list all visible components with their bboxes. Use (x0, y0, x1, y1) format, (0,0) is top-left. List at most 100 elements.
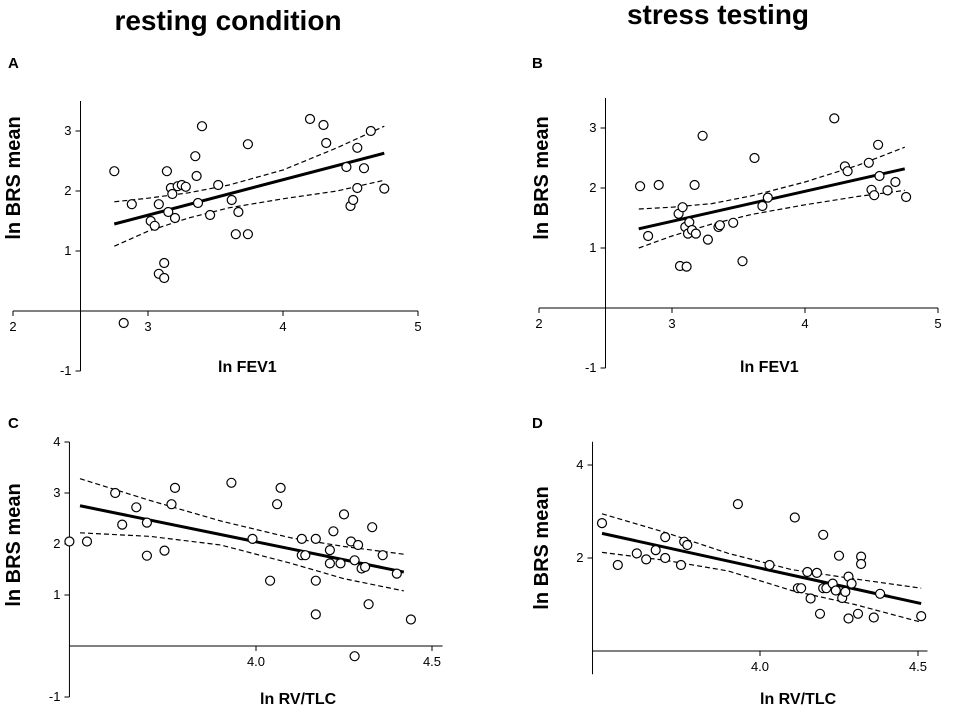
ci-lower-line (114, 179, 385, 247)
ci-lower-line (638, 189, 905, 249)
x-axis-label: ln FEV1 (218, 359, 277, 376)
data-point (169, 482, 181, 493)
panel-a: Aln BRS mean ln FEV1 -1 1 2 3 2 3 4 5 (3, 55, 422, 378)
data-point (405, 614, 416, 625)
y-tick-label: 3 (589, 120, 596, 135)
data-point (338, 509, 350, 520)
regression-line (601, 531, 922, 606)
data-point (226, 477, 237, 488)
panel-d: Dln BRS mean ln RV/TLC 2 4 4.0 4.5 (531, 415, 928, 708)
x-tick-label: 2 (9, 319, 16, 334)
data-point (802, 566, 813, 578)
ci-upper-line (601, 513, 922, 589)
y-tick-label: 1 (589, 240, 596, 255)
y-tick-label: 2 (64, 183, 71, 198)
panel-letter: B (532, 55, 543, 72)
data-point (868, 612, 879, 623)
data-point (169, 212, 181, 224)
ci-lower-line (601, 551, 922, 623)
data-point (233, 206, 244, 218)
data-point (882, 185, 893, 196)
data-point (650, 544, 661, 556)
data-point (167, 188, 178, 200)
data-point (349, 651, 360, 662)
data-point (310, 575, 321, 586)
data-point (869, 190, 880, 201)
data-point (321, 137, 332, 149)
y-axis-label: ln BRS mean (531, 116, 553, 239)
data-point (916, 610, 927, 622)
data-point (697, 130, 708, 141)
x-tick-label: 3 (144, 319, 151, 334)
data-point (749, 152, 760, 164)
data-point (365, 125, 376, 137)
panel-letter: D (532, 415, 543, 432)
ci-upper-line (638, 146, 906, 210)
data-point (642, 230, 654, 242)
y-tick-label: 4 (53, 434, 60, 449)
y-tick-label: 2 (589, 180, 596, 195)
x-tick-label: 4.5 (423, 654, 441, 669)
data-point (714, 220, 726, 231)
data-point (300, 550, 311, 561)
y-tick-label: 4 (576, 457, 583, 472)
data-point (805, 593, 816, 604)
data-point (690, 228, 702, 239)
data-point (379, 183, 390, 194)
data-point (367, 522, 378, 533)
data-point (159, 257, 170, 269)
x-tick-label: 5 (414, 319, 421, 334)
panel-b: Bln BRS mean ln FEV1 -1 1 2 3 2 3 4 5 (531, 55, 942, 376)
data-point (360, 561, 371, 573)
data-point (192, 197, 204, 209)
y-tick-label: 3 (64, 123, 71, 138)
title-resting-condition: resting condition (114, 5, 341, 36)
data-point (842, 166, 853, 177)
data-point (272, 499, 283, 510)
data-point (612, 559, 623, 571)
y-axis-label: ln BRS mean (3, 116, 25, 239)
data-point (728, 217, 739, 228)
x-tick-label: 5 (934, 316, 941, 331)
data-point (840, 586, 851, 598)
x-tick-label: 4.5 (909, 659, 927, 674)
data-point (795, 583, 807, 594)
data-point (247, 533, 258, 545)
y-tick-label: 1 (64, 243, 71, 258)
data-point (874, 170, 885, 182)
data-point (318, 119, 329, 131)
data-point (328, 526, 339, 537)
data-point (163, 206, 174, 218)
data-point (732, 499, 744, 510)
data-point (814, 608, 826, 619)
y-tick-label: 2 (53, 536, 60, 551)
y-tick-label: 2 (576, 550, 583, 565)
data-point (352, 182, 363, 194)
panel-c: Cln BRS mean ln RV/TLC -1 1 2 3 4 4.0 4.5 (3, 415, 443, 708)
y-tick-label: 3 (53, 485, 60, 500)
data-point (818, 529, 829, 540)
x-tick-label: 2 (535, 316, 542, 331)
data-point (310, 533, 321, 545)
data-point (681, 261, 692, 272)
data-point (872, 139, 884, 150)
x-tick-label: 3 (668, 316, 675, 331)
data-point (682, 539, 693, 551)
data-point (141, 517, 152, 528)
data-point (161, 166, 172, 177)
data-point (677, 202, 688, 213)
data-point (641, 554, 652, 565)
data-point (874, 588, 886, 599)
x-axis-label: ln RV/TLC (760, 691, 837, 708)
data-point (353, 539, 364, 551)
data-point (324, 558, 335, 569)
data-point (689, 179, 700, 191)
data-point (358, 163, 370, 174)
x-tick-label: 4.0 (247, 654, 265, 669)
data-point (653, 179, 664, 191)
data-point (660, 552, 671, 564)
data-point (391, 568, 402, 579)
data-point (764, 559, 775, 571)
